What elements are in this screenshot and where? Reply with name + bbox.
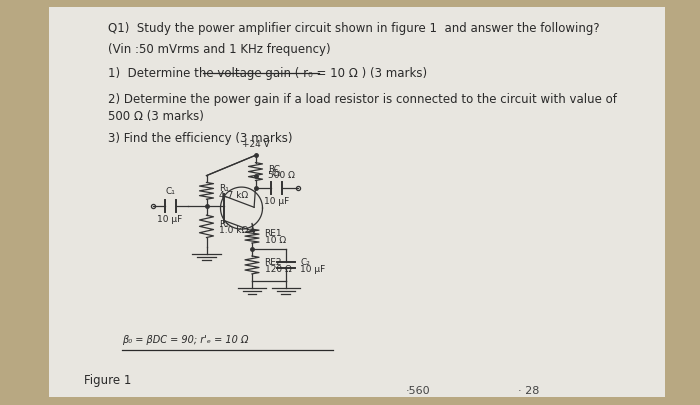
Text: 500 Ω (3 marks): 500 Ω (3 marks) <box>108 110 204 123</box>
Text: R₂: R₂ <box>219 219 229 228</box>
Text: C₂: C₂ <box>272 168 281 177</box>
Text: C₁: C₁ <box>165 187 175 196</box>
Text: (Vin :50 mVrms and 1 KHz frequency): (Vin :50 mVrms and 1 KHz frequency) <box>108 43 331 55</box>
Text: 4.7 kΩ: 4.7 kΩ <box>219 190 248 199</box>
Text: RC: RC <box>268 164 280 173</box>
Text: RE1: RE1 <box>265 229 282 238</box>
Text: 10 μF: 10 μF <box>264 196 289 205</box>
Text: 1.0 kΩ: 1.0 kΩ <box>219 226 248 234</box>
FancyBboxPatch shape <box>49 8 665 397</box>
Text: 2) Determine the power gain if a load resistor is connected to the circuit with : 2) Determine the power gain if a load re… <box>108 92 617 105</box>
Text: Q1)  Study the power amplifier circuit shown in figure 1  and answer the followi: Q1) Study the power amplifier circuit sh… <box>108 22 600 35</box>
Text: ·560: ·560 <box>406 385 430 395</box>
Text: 120 Ω: 120 Ω <box>265 264 291 273</box>
Text: β₀ = βDC = 90; r'ₑ = 10 Ω: β₀ = βDC = 90; r'ₑ = 10 Ω <box>122 334 249 344</box>
Text: R₁: R₁ <box>219 183 229 193</box>
Text: 500 Ω: 500 Ω <box>268 171 295 180</box>
Text: · 28: · 28 <box>518 385 540 395</box>
Text: 10 μF: 10 μF <box>158 214 183 223</box>
Text: +24 V: +24 V <box>241 140 270 149</box>
Text: C₂: C₂ <box>300 258 310 266</box>
Text: RE2: RE2 <box>265 258 282 266</box>
Text: 10 Ω: 10 Ω <box>265 235 286 244</box>
Text: 3) Find the efficiency (3 marks): 3) Find the efficiency (3 marks) <box>108 132 293 145</box>
Text: 1)  Determine the voltage gain ( r₀ = 10 Ω ) (3 marks): 1) Determine the voltage gain ( r₀ = 10 … <box>108 67 428 80</box>
Text: 10 μF: 10 μF <box>300 264 326 273</box>
Text: Figure 1: Figure 1 <box>84 373 132 386</box>
